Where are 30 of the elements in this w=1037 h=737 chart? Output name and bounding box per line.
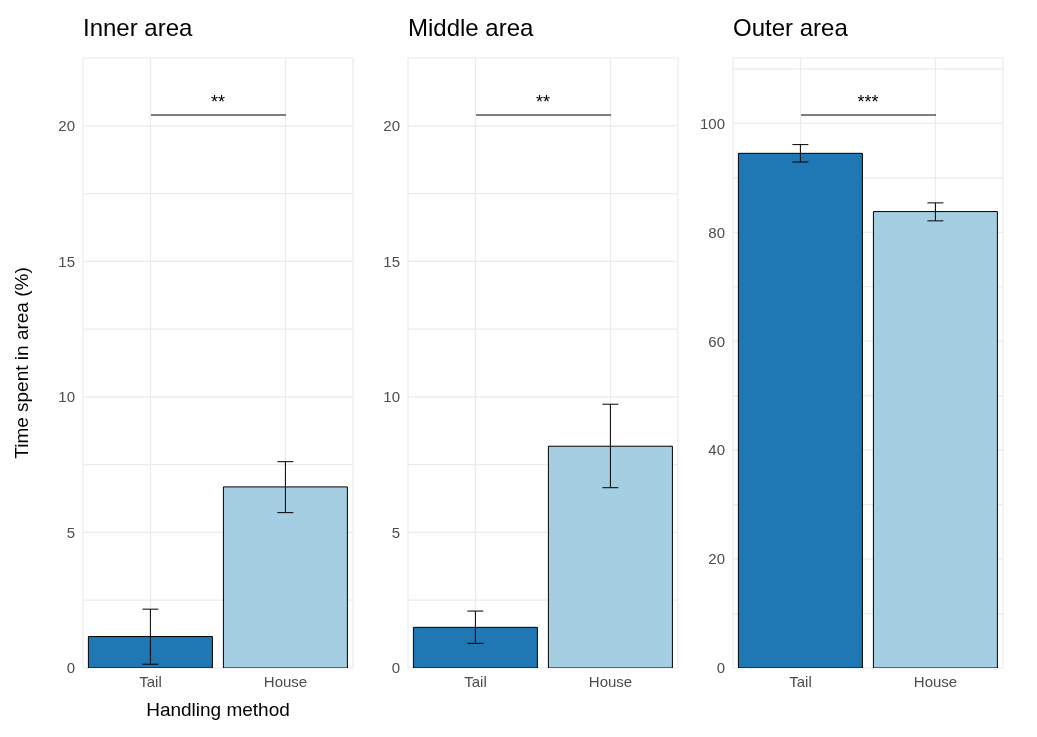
y-tick-label: 0 bbox=[716, 659, 725, 677]
x-tick-label: Tail bbox=[139, 672, 162, 690]
y-tick-label: 0 bbox=[391, 659, 400, 677]
chart-title: Inner area bbox=[82, 13, 194, 43]
y-tick-label: 20 bbox=[58, 117, 75, 135]
y-tick-label: 10 bbox=[58, 388, 75, 406]
x-axis-title: Handling method bbox=[145, 698, 291, 722]
annotation: *** bbox=[856, 90, 880, 113]
y-tick-label: 60 bbox=[708, 332, 725, 350]
chart-title: Outer area bbox=[732, 13, 849, 43]
y-tick-label: 20 bbox=[708, 550, 725, 568]
y-tick-label: 0 bbox=[66, 659, 75, 677]
y-tick-label: 15 bbox=[383, 252, 400, 270]
x-tick-label: House bbox=[588, 672, 633, 690]
y-tick-label: 40 bbox=[708, 441, 725, 459]
annotation: ** bbox=[535, 90, 551, 113]
y-tick-label: 20 bbox=[383, 117, 400, 135]
y-tick-label: 15 bbox=[58, 252, 75, 270]
annotation: ** bbox=[210, 90, 226, 113]
chart-title: Middle area bbox=[407, 13, 535, 43]
x-tick-label: House bbox=[263, 672, 308, 690]
y-tick-label: 100 bbox=[699, 114, 725, 132]
x-tick-label: House bbox=[913, 672, 958, 690]
x-tick-label: Tail bbox=[789, 672, 812, 690]
y-tick-label: 10 bbox=[383, 388, 400, 406]
y-tick-label: 5 bbox=[66, 523, 75, 541]
x-tick-label: Tail bbox=[464, 672, 487, 690]
y-tick-label: 80 bbox=[708, 223, 725, 241]
y-axis-title: Time spent in area (%) bbox=[11, 267, 33, 459]
y-tick-label: 5 bbox=[391, 523, 400, 541]
